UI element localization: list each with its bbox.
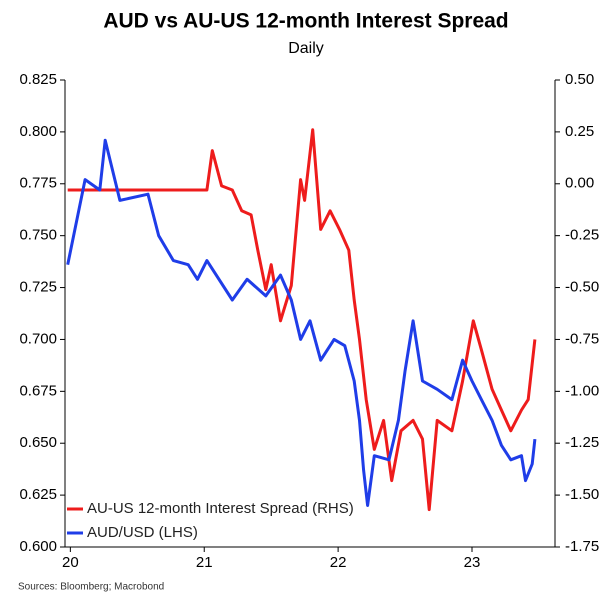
y-tick-label: 0.700	[19, 330, 57, 347]
chart-subtitle: Daily	[288, 40, 324, 57]
chart-title: AUD vs AU-US 12-month Interest Spread	[103, 10, 508, 33]
x-tick-label: 20	[62, 554, 79, 571]
x-tick-label: 21	[196, 554, 213, 571]
y-tick-label: 0.600	[19, 538, 57, 555]
x-tick-label: 23	[464, 554, 481, 571]
y-tick-label: 0.750	[19, 227, 57, 244]
x-tick-label: 22	[330, 554, 347, 571]
y2-tick-label: -1.75	[565, 538, 599, 555]
y-tick-label: 0.825	[19, 71, 57, 88]
y2-tick-label: 0.50	[565, 71, 594, 88]
y-tick-label: 0.650	[19, 434, 57, 451]
legend-label: AUD/USD (LHS)	[87, 524, 198, 541]
y2-tick-label: -1.00	[565, 382, 599, 399]
series-line	[67, 128, 537, 512]
y2-tick-label: 0.25	[565, 123, 594, 140]
y-tick-label: 0.800	[19, 123, 57, 140]
y2-tick-label: -1.50	[565, 486, 599, 503]
legend-label: AU-US 12-month Interest Spread (RHS)	[87, 500, 354, 517]
y2-tick-label: 0.00	[565, 175, 594, 192]
y-tick-label: 0.625	[19, 486, 57, 503]
y2-tick-label: -1.25	[565, 434, 599, 451]
source: Sources: Bloomberg; Macrobond	[18, 582, 164, 592]
y-tick-label: 0.775	[19, 175, 57, 192]
series-line	[66, 138, 537, 507]
y2-tick-label: -0.25	[565, 227, 599, 244]
y2-tick-label: -0.50	[565, 279, 599, 296]
y-tick-label: 0.675	[19, 382, 57, 399]
y2-tick-label: -0.75	[565, 330, 599, 347]
y-tick-label: 0.725	[19, 279, 57, 296]
